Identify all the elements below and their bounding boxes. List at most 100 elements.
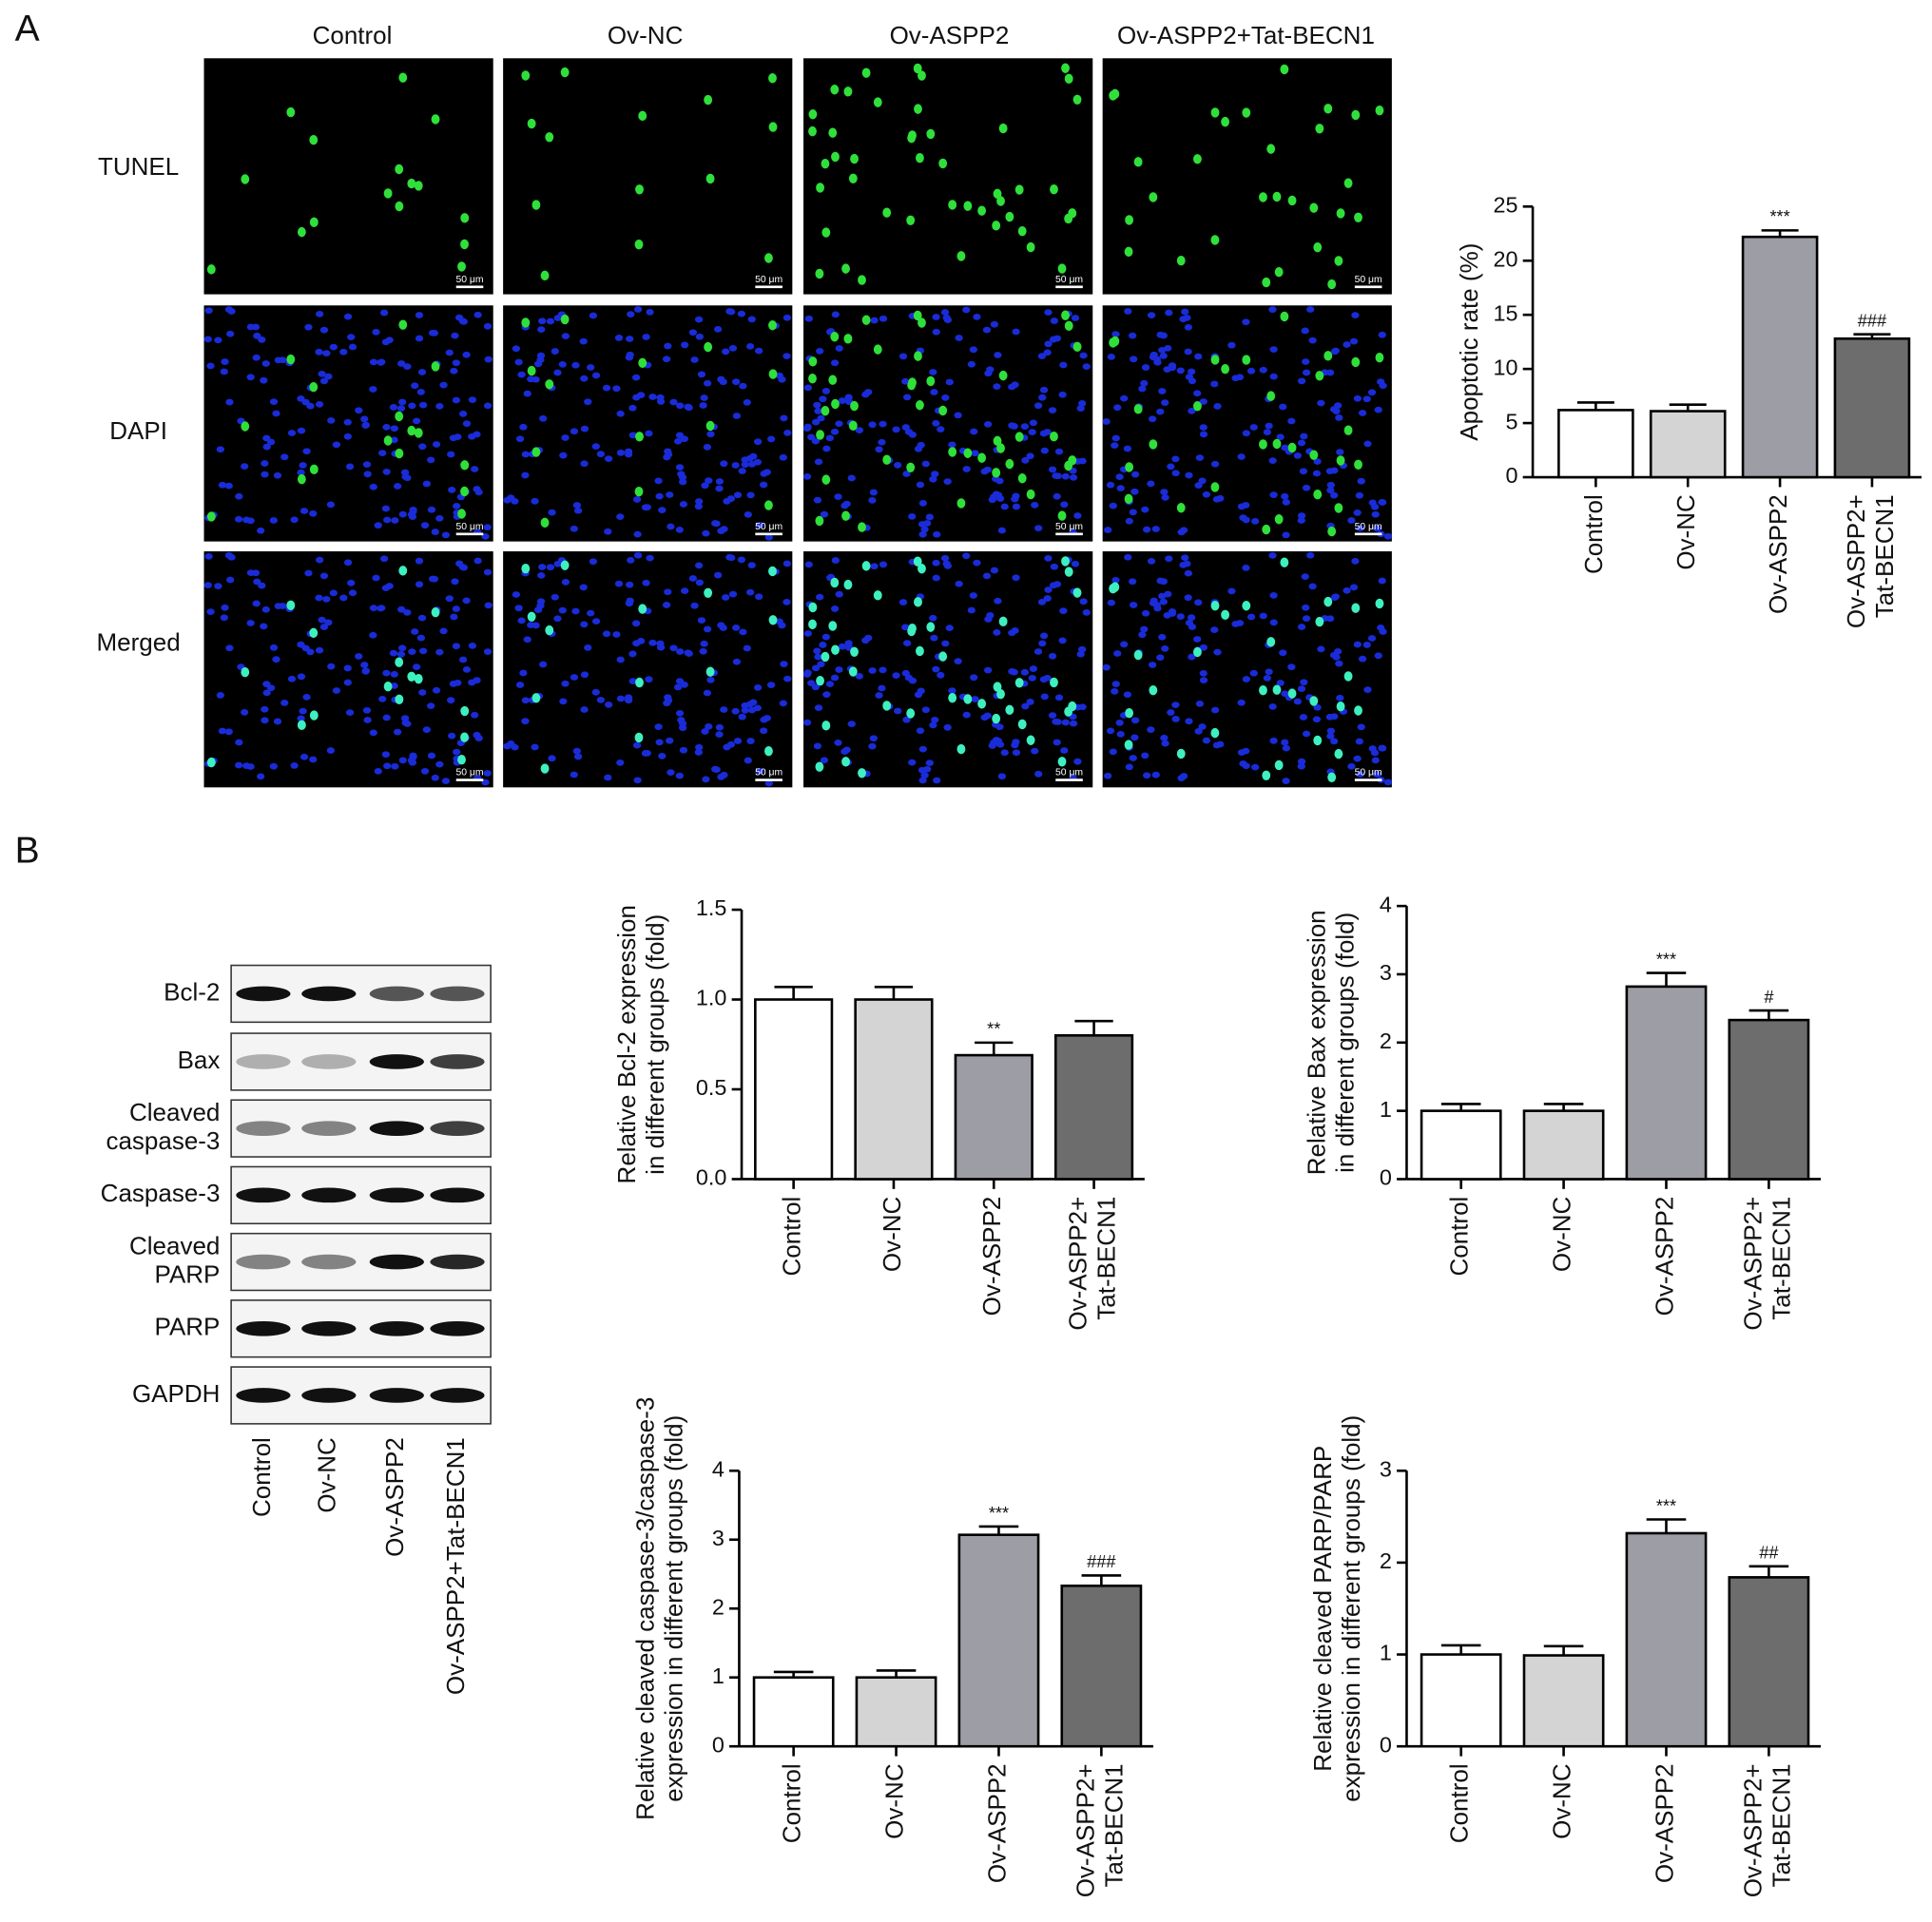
nucleus (1302, 484, 1311, 491)
tunel-nucleus (1262, 524, 1271, 535)
nucleus (1078, 457, 1087, 465)
tunel-nucleus (830, 332, 840, 342)
nucleus (261, 605, 270, 613)
nucleus (418, 401, 428, 409)
nucleus (432, 441, 441, 448)
tunel-nucleus (1109, 583, 1118, 594)
tunel-nucleus (841, 510, 850, 521)
nucleus (804, 561, 813, 568)
nucleus (1249, 669, 1258, 677)
nucleus (412, 417, 421, 425)
nucleus (435, 648, 444, 656)
nucleus (435, 515, 444, 522)
nucleus (627, 556, 635, 564)
nucleus (1188, 407, 1196, 414)
nucleus (720, 706, 728, 713)
nucleus (587, 364, 595, 371)
nucleus (1306, 551, 1315, 559)
nucleus (326, 501, 336, 509)
nucleus (408, 648, 416, 655)
scale-bar-label: 50 μm (755, 767, 782, 778)
y-axis-label: Apoptotic rate (%) (1455, 243, 1483, 441)
nucleus (316, 556, 324, 564)
bar (1625, 1531, 1708, 1748)
nucleus (847, 721, 856, 728)
nucleus (512, 591, 521, 598)
nucleus (855, 427, 864, 434)
nucleus (591, 688, 600, 696)
x-tick-label: Ov-ASPP2 (977, 1197, 1006, 1317)
nucleus (561, 434, 570, 441)
nucleus (422, 726, 432, 734)
nucleus (1028, 674, 1036, 682)
nucleus (290, 762, 299, 769)
nucleus (389, 649, 398, 657)
micrograph: 50 μm (203, 305, 493, 542)
nucleus (343, 559, 353, 567)
nucleus (390, 436, 398, 444)
nucleus (830, 359, 840, 367)
nucleus (226, 576, 235, 584)
nucleus (1116, 485, 1125, 492)
nucleus (648, 639, 657, 646)
nucleus (908, 431, 918, 438)
nucleus (297, 469, 305, 476)
nucleus (1061, 472, 1070, 480)
bar (1649, 410, 1727, 479)
nucleus (319, 326, 329, 334)
tunel-nucleus (527, 118, 536, 129)
tunel-nucleus (906, 215, 916, 225)
nucleus (448, 486, 456, 493)
nucleus (591, 372, 601, 379)
tunel-nucleus (907, 379, 917, 391)
micrograph: 50 μm (503, 305, 793, 542)
tunel-nucleus (1176, 503, 1186, 513)
tunel-nucleus (309, 627, 319, 639)
y-axis-label: Relative cleaved caspase-3/caspase-3expr… (630, 1397, 687, 1820)
tunel-nucleus (1210, 482, 1220, 492)
bar (1420, 1109, 1502, 1181)
nucleus (932, 559, 940, 567)
nucleus (521, 451, 531, 458)
nucleus (471, 466, 479, 472)
tunel-nucleus (831, 644, 840, 655)
tunel-nucleus (1354, 212, 1362, 222)
nucleus (1237, 749, 1246, 756)
nucleus (445, 595, 454, 603)
x-tick-label: Ov-NC (878, 1197, 906, 1272)
nucleus (1167, 709, 1175, 716)
significance-label: *** (1656, 1496, 1676, 1515)
nucleus (1300, 432, 1308, 440)
y-tick-label: 25 (1493, 192, 1517, 217)
nucleus (902, 716, 911, 723)
nucleus (679, 746, 688, 754)
tunel-nucleus (1323, 596, 1333, 607)
tunel-nucleus (815, 515, 824, 527)
nucleus (1301, 327, 1309, 335)
nucleus (431, 529, 439, 535)
y-axis-label: Relative cleaved PARP/PARPexpression in … (1308, 1415, 1365, 1802)
tunel-nucleus (1210, 727, 1220, 739)
nucleus (690, 602, 699, 609)
tunel-nucleus (398, 319, 408, 330)
blot-band (369, 1388, 424, 1403)
nucleus (813, 401, 821, 409)
nucleus (1293, 452, 1302, 459)
tunel-nucleus (407, 425, 416, 436)
nucleus (1020, 423, 1030, 430)
nucleus (1165, 309, 1173, 317)
y-tick-label: 1 (1380, 1641, 1392, 1665)
nucleus (616, 695, 626, 702)
nucleus (723, 497, 731, 505)
y-tick-label: 3 (1380, 1456, 1392, 1481)
tunel-nucleus (309, 217, 319, 228)
nucleus (614, 335, 624, 341)
row-label: DAPI (109, 416, 167, 445)
nucleus (879, 561, 888, 568)
y-tick-label: 2 (1380, 1028, 1392, 1053)
tunel-nucleus (843, 86, 853, 97)
nucleus (1130, 734, 1139, 741)
nucleus (521, 697, 531, 704)
nucleus (403, 608, 412, 616)
tunel-nucleus (808, 602, 818, 613)
